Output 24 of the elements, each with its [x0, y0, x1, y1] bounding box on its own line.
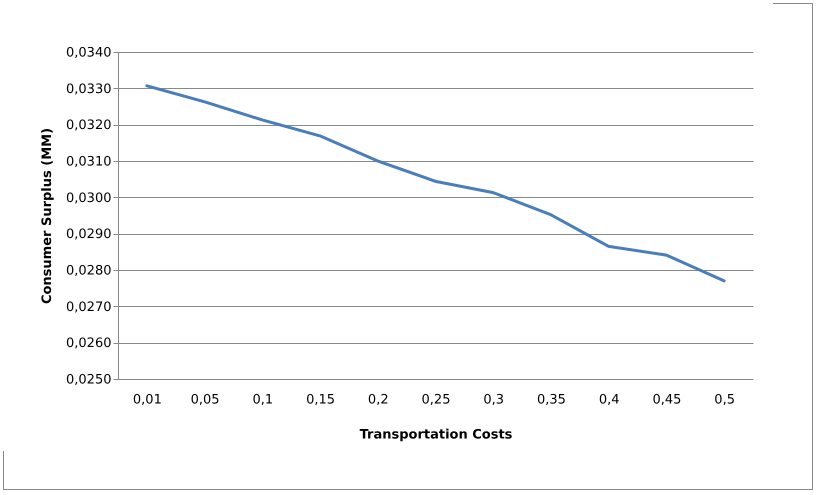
x-tick-label: 0,15 — [306, 392, 336, 408]
y-tick-label: 0,0260 — [66, 336, 112, 352]
y-tick-label: 0,0280 — [66, 264, 112, 278]
x-axis-title: Transportation Costs — [360, 428, 513, 442]
x-tick-label: 0,2 — [368, 392, 389, 408]
y-tick-label: 0,0330 — [66, 82, 112, 97]
x-tick-label: 0,3 — [483, 392, 504, 408]
y-tick-label: 0,0310 — [66, 154, 112, 170]
x-tick-label: 0,05 — [190, 392, 220, 408]
y-tick-label: 0,0270 — [66, 300, 112, 315]
y-tick-label: 0,0320 — [66, 118, 112, 134]
x-tick-label: 0,5 — [714, 392, 735, 408]
x-tick-label: 0,1 — [252, 392, 274, 408]
y-tick-label: 0,0300 — [66, 190, 112, 206]
x-tick-label: 0,01 — [132, 392, 162, 408]
y-tick-label: 0,0290 — [66, 227, 112, 242]
y-tick-label: 0,0250 — [66, 372, 112, 388]
x-tick-label: 0,45 — [652, 392, 682, 408]
x-tick-label: 0,25 — [422, 392, 450, 408]
x-tick-label: 0,35 — [536, 392, 566, 408]
x-tick-label: 0,4 — [598, 392, 620, 408]
y-axis-title: Consumer Surplus (MM) — [40, 128, 56, 304]
y-tick-label: 0,0340 — [66, 46, 112, 60]
line-series — [145, 84, 726, 282]
